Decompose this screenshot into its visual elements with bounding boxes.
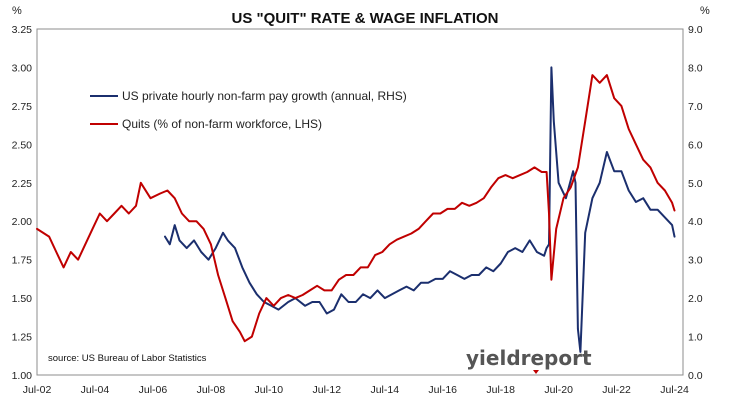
right-axis-unit: % xyxy=(700,5,710,17)
x-tick-label: Jul-16 xyxy=(428,384,457,396)
x-tick-label: Jul-18 xyxy=(486,384,515,396)
right-tick-label: 5.0 xyxy=(688,178,703,190)
source-note: source: US Bureau of Labor Statistics xyxy=(48,353,207,364)
x-tick-label: Jul-04 xyxy=(81,384,110,396)
right-axis-ticks: 0.0 1.0 2.0 3.0 4.0 5.0 6.0 7.0 8.0 9.0 xyxy=(688,24,703,382)
right-tick-label: 3.0 xyxy=(688,255,703,267)
left-tick-label: 3.25 xyxy=(12,24,33,36)
left-tick-label: 1.25 xyxy=(12,332,33,344)
right-tick-label: 0.0 xyxy=(688,370,703,382)
legend: US private hourly non-farm pay growth (a… xyxy=(90,89,407,131)
x-tick-label: Jul-22 xyxy=(602,384,631,396)
left-tick-label: 3.00 xyxy=(12,62,33,74)
left-tick-label: 1.00 xyxy=(12,370,33,382)
x-tick-label: Jul-06 xyxy=(139,384,168,396)
left-axis-ticks: 1.00 1.25 1.50 1.75 2.00 2.25 2.50 2.75 3.00 3.25 xyxy=(12,24,33,382)
left-tick-label: 2.00 xyxy=(12,216,33,228)
left-axis-unit: % xyxy=(12,5,22,17)
right-tick-label: 8.0 xyxy=(688,62,703,74)
left-tick-label: 1.50 xyxy=(12,293,33,305)
x-tick-label: Jul-20 xyxy=(544,384,573,396)
left-tick-label: 2.75 xyxy=(12,101,33,113)
left-tick-label: 2.50 xyxy=(12,139,33,151)
right-tick-label: 4.0 xyxy=(688,216,703,228)
x-tick-label: Jul-10 xyxy=(255,384,284,396)
x-axis-ticks: Jul-02 Jul-04 Jul-06 Jul-08 Jul-10 Jul-12 Jul-… xyxy=(23,384,689,396)
legend-label-wages: US private hourly non-farm pay growth (a… xyxy=(122,89,407,103)
x-tick-label: Jul-24 xyxy=(660,384,689,396)
series-line-wages xyxy=(164,66,676,353)
legend-label-quits: Quits (% of non-farm workforce, LHS) xyxy=(122,117,322,131)
left-tick-label: 2.25 xyxy=(12,178,33,190)
brand-logo: yieldreport xyxy=(466,346,592,370)
logo-marker-icon xyxy=(533,370,539,374)
chart-title: US "QUIT" RATE & WAGE INFLATION xyxy=(232,10,499,27)
right-tick-label: 9.0 xyxy=(688,24,703,36)
right-tick-label: 2.0 xyxy=(688,293,703,305)
series-lines xyxy=(36,66,676,353)
series-line-quits xyxy=(36,74,676,343)
x-tick-label: Jul-02 xyxy=(23,384,52,396)
x-tick-label: Jul-14 xyxy=(370,384,399,396)
left-tick-label: 1.75 xyxy=(12,255,33,267)
right-tick-label: 1.0 xyxy=(688,332,703,344)
plot-border xyxy=(36,28,684,376)
x-tick-label: Jul-08 xyxy=(197,384,226,396)
right-tick-label: 7.0 xyxy=(688,101,703,113)
plot-area xyxy=(36,28,684,376)
x-tick-label: Jul-12 xyxy=(312,384,341,396)
right-tick-label: 6.0 xyxy=(688,139,703,151)
